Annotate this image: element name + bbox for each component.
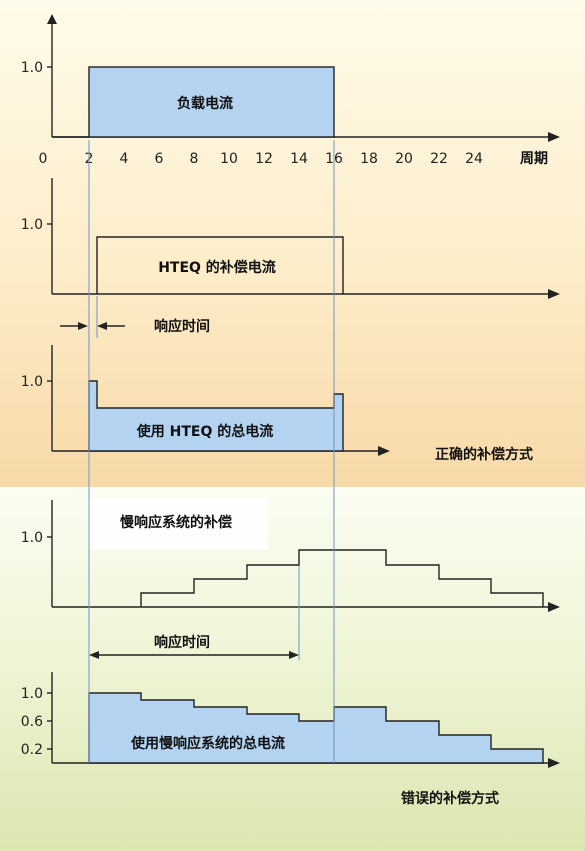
hteq-total-label: 使用 HTEQ 的总电流 [136, 423, 273, 440]
wrong-method-label: 错误的补偿方式 [401, 790, 499, 807]
x-tick-label: 8 [190, 151, 199, 167]
hteq-current-pulse [96, 236, 344, 294]
y-axis-arrow [47, 14, 57, 24]
x-axis-arrow [548, 289, 560, 299]
x-tick-label: 10 [220, 151, 238, 167]
panel-hteq-compensation: 1.0 HTEQ 的补偿电流 响应时间 [21, 178, 560, 335]
response-arrowhead-right [97, 322, 107, 330]
y-tick-label: 0.6 [21, 714, 43, 730]
panel-slow-total: 1.0 0.6 0.2 使用慢响应系统的总电流 错误的补偿方式 [21, 672, 560, 807]
slow-response-arrowhead-left [89, 651, 99, 659]
y-tick-label: 0.2 [21, 742, 43, 758]
x-tick-label: 18 [360, 151, 378, 167]
slow-compensation-steps [140, 549, 544, 607]
response-arrowhead-left [78, 322, 88, 330]
load-current-pulse [88, 66, 335, 138]
x-tick-label: 24 [465, 151, 483, 167]
x-tick-label: 22 [430, 151, 448, 167]
x-tick-label: 6 [155, 151, 164, 167]
slow-response-label: 响应时间 [154, 634, 210, 651]
y-tick-label: 1.0 [21, 530, 43, 546]
y-tick-label: 1.0 [21, 374, 43, 390]
load-current-label: 负载电流 [177, 95, 233, 112]
panel-hteq-total: 1.0 使用 HTEQ 的总电流 正确的补偿方式 [21, 345, 533, 463]
x-tick-label: 14 [290, 151, 308, 167]
slow-total-label: 使用慢响应系统的总电流 [130, 735, 285, 752]
y-tick-label: 1.0 [21, 60, 43, 76]
title-highlight [88, 498, 268, 550]
x-axis-arrow [548, 602, 560, 612]
x-unit-label: 周期 [520, 151, 548, 167]
panel-load-current: 1.0 负载电流 0 2 4 6 8 10 12 14 16 18 20 22 … [21, 14, 560, 167]
response-time-label: 响应时间 [154, 318, 210, 335]
x-tick-label: 20 [395, 151, 413, 167]
panel-slow-compensation: 慢响应系统的补偿 1.0 响应时间 [21, 500, 560, 659]
x-axis-arrow [378, 446, 390, 456]
y-tick-label: 1.0 [21, 217, 43, 233]
correct-method-label: 正确的补偿方式 [435, 446, 533, 463]
y-tick-label: 1.0 [21, 686, 43, 702]
x-axis-arrow [548, 132, 560, 142]
hteq-current-label: HTEQ 的补偿电流 [158, 259, 276, 276]
x-tick-label: 0 [39, 151, 48, 167]
x-axis-arrow [548, 758, 560, 768]
x-tick-label: 4 [120, 151, 129, 167]
slow-system-title: 慢响应系统的补偿 [120, 514, 232, 531]
x-tick-label: 12 [255, 151, 273, 167]
slow-response-arrowhead-right [289, 651, 299, 659]
guide-lines [88, 140, 335, 763]
